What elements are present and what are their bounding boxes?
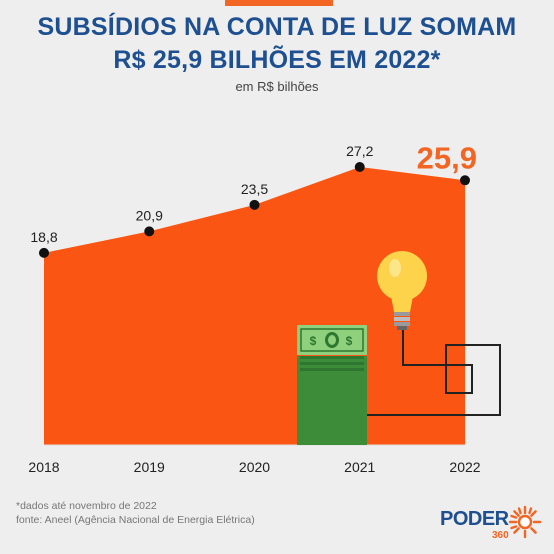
money-symbol-left: $ <box>310 334 317 348</box>
chart-title-line1: SUBSÍDIOS NA CONTA DE LUZ SOMAM <box>37 13 517 41</box>
money-illustration: $ $ <box>297 325 367 445</box>
logo-number: 360 <box>492 530 509 541</box>
value-label-2022: 25,9 <box>417 140 477 175</box>
data-point-2019 <box>144 226 155 237</box>
footnote: *dados até novembro de 2022 <box>16 500 157 512</box>
x-tick-label-2021: 2021 <box>344 459 375 475</box>
chart-subtitle: em R$ bilhões <box>235 79 319 94</box>
source-note: fonte: Aneel (Agência Nacional de Energi… <box>16 514 255 526</box>
data-point-2018 <box>39 247 49 258</box>
value-label-2021: 27,2 <box>346 143 373 159</box>
money-symbol-right: $ <box>346 334 353 348</box>
logo-word: PODER <box>440 508 509 530</box>
sun-icon <box>508 505 542 539</box>
value-label-2020: 23,5 <box>241 181 268 197</box>
top-accent-bar <box>225 0 333 6</box>
chart-title-line2: R$ 25,9 BILHÕES EM 2022* <box>113 46 441 74</box>
x-tick-label-2019: 2019 <box>134 459 165 475</box>
data-point-2022 <box>460 175 470 186</box>
x-tick-label-2022: 2022 <box>449 459 480 475</box>
value-label-2019: 20,9 <box>136 207 163 223</box>
poder360-logo[interactable]: PODER 360 <box>440 505 548 544</box>
x-tick-label-2018: 2018 <box>28 459 59 475</box>
lightbulb-icon <box>377 251 427 330</box>
power-cable <box>367 330 501 416</box>
data-point-2020 <box>249 199 260 210</box>
data-point-2021 <box>354 162 365 172</box>
x-tick-label-2020: 2020 <box>239 459 270 475</box>
value-label-2018: 18,8 <box>30 229 57 245</box>
